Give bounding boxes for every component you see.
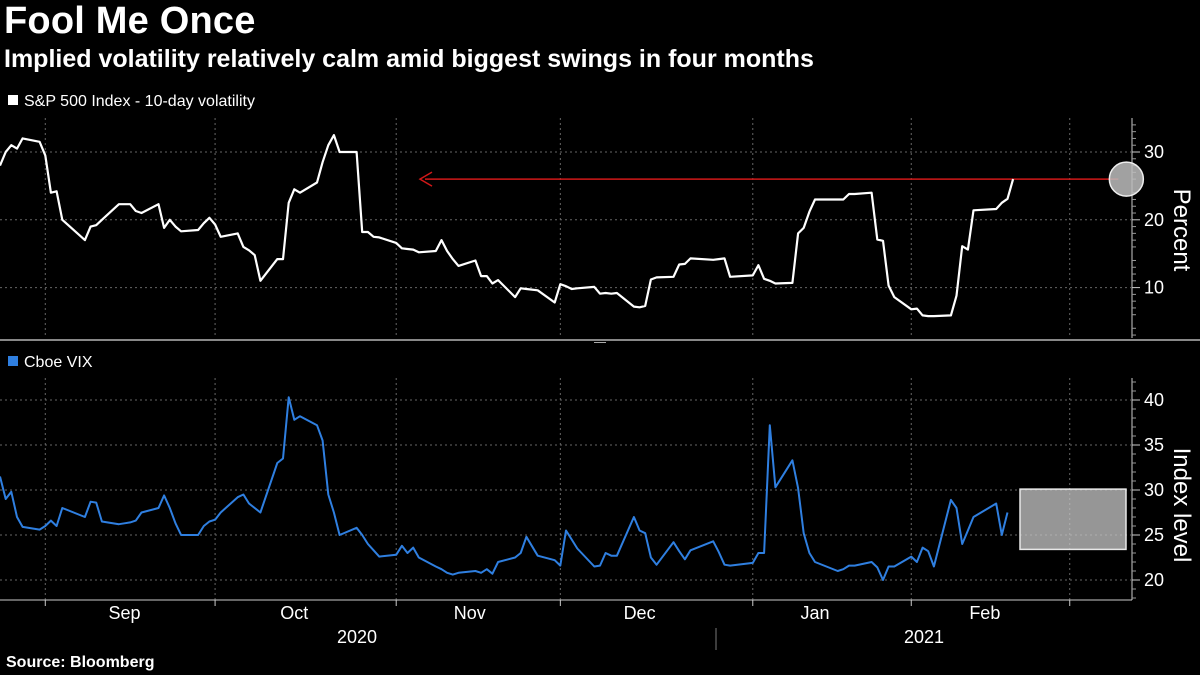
chart-title: Fool Me Once <box>4 0 256 42</box>
y-tick-label-vix-3: 35 <box>1144 435 1164 455</box>
x-tick-label-nov: Nov <box>454 603 486 623</box>
x-tick-label-sep: Sep <box>109 603 141 623</box>
y-tick-label-vix-4: 40 <box>1144 390 1164 410</box>
chart-subtitle: Implied volatility relatively calm amid … <box>4 45 814 73</box>
bottom-axis-title: Index level <box>1168 448 1195 563</box>
x-tick-label-jan: Jan <box>801 603 830 623</box>
annotation-highlight-circle <box>1108 161 1145 197</box>
year-label-2021: 2021 <box>904 627 944 647</box>
y-tick-label-volatility-0: 10 <box>1144 278 1164 298</box>
legend-swatch-vix <box>8 356 18 366</box>
legend-swatch-volatility <box>8 95 18 105</box>
y-tick-label-vix-2: 30 <box>1144 480 1164 500</box>
y-tick-label-volatility-1: 20 <box>1144 210 1164 230</box>
x-tick-label-oct: Oct <box>280 603 308 623</box>
annotation-arrow-head <box>418 171 433 187</box>
x-tick-label-feb: Feb <box>969 603 1000 623</box>
series-line-vix <box>0 396 1009 581</box>
source-note: Source: Bloomberg <box>6 654 155 671</box>
x-tick-label-dec: Dec <box>624 603 656 623</box>
top-axis-title: Percent <box>1168 189 1195 272</box>
legend-label-vix: Cboe VIX <box>24 354 93 371</box>
series-line-volatility <box>0 134 1015 318</box>
y-tick-label-vix-1: 25 <box>1144 525 1164 545</box>
annotation-highlight-box <box>1019 488 1127 551</box>
year-label-2020: 2020 <box>337 627 377 647</box>
y-tick-label-volatility-2: 30 <box>1144 142 1164 162</box>
y-tick-label-vix-0: 20 <box>1144 570 1164 590</box>
legend-label-volatility: S&P 500 Index - 10-day volatility <box>24 93 255 110</box>
